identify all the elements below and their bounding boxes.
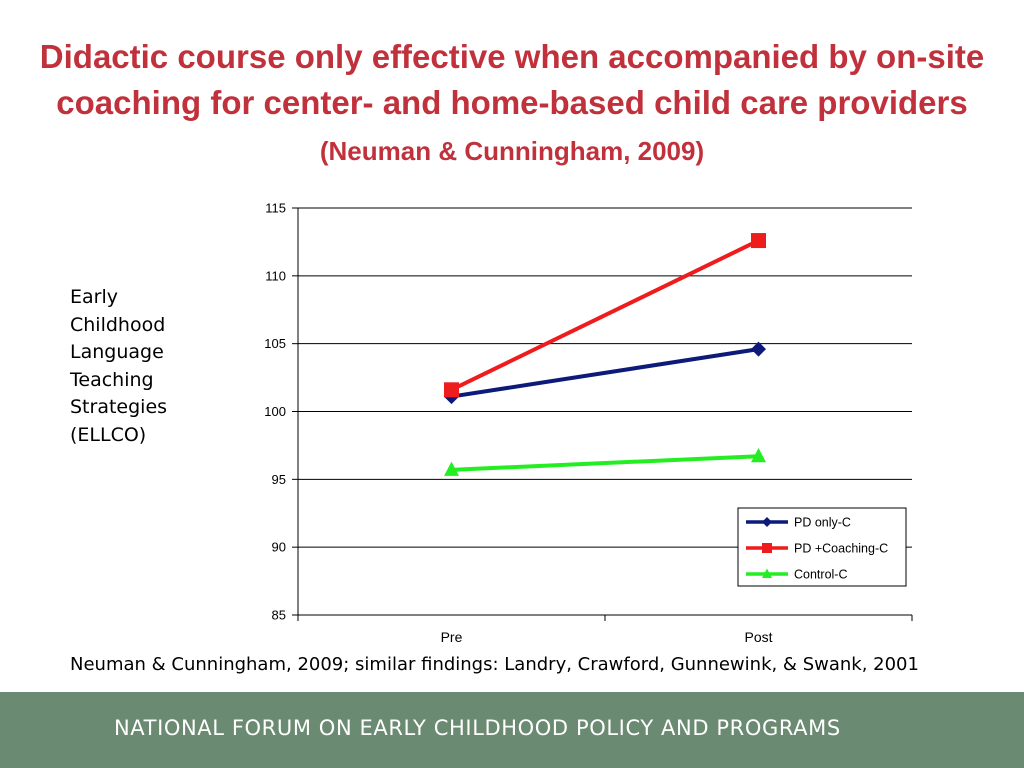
ylabel-line: Language xyxy=(70,341,164,364)
source-citation: Neuman & Cunningham, 2009; similar findi… xyxy=(70,654,919,675)
y-tick-label: 85 xyxy=(272,608,286,623)
y-tick-label: 95 xyxy=(272,472,286,487)
legend-marker xyxy=(762,543,772,553)
series-line xyxy=(451,454,759,472)
ylabel-line: Teaching xyxy=(70,368,154,391)
y-tick-label: 100 xyxy=(264,404,286,419)
data-point xyxy=(751,233,766,249)
y-tick-label: 90 xyxy=(272,540,286,555)
y-tick-label: 115 xyxy=(265,201,286,216)
data-point xyxy=(444,461,459,476)
data-point xyxy=(444,382,459,398)
legend-marker xyxy=(762,517,772,527)
data-point xyxy=(751,341,766,357)
series-line xyxy=(450,238,760,392)
footer-text: NATIONAL FORUM ON EARLY CHILDHOOD POLICY… xyxy=(114,716,841,740)
ylabel-line: Childhood xyxy=(70,313,166,336)
line-chart: 85 90 95 100 105 110 115 Pre Post PD only-C PD +Co… xyxy=(264,201,913,645)
slide-title: Didactic course only effective when acco… xyxy=(20,34,1004,174)
legend-label: PD only-C xyxy=(794,516,851,530)
y-tick-label: 110 xyxy=(265,268,286,283)
legend-label: PD +Coaching-C xyxy=(794,542,888,556)
x-tick-label: Pre xyxy=(441,629,463,645)
ylabel-line: Strategies xyxy=(70,396,168,419)
legend-marker xyxy=(762,568,772,578)
footer-bar: NATIONAL FORUM ON EARLY CHILDHOOD POLICY… xyxy=(0,692,1024,768)
title-citation: (Neuman & Cunningham, 2009) xyxy=(319,136,705,166)
title-main: Didactic course only effective when acco… xyxy=(39,38,985,121)
ylabel-line: Early xyxy=(70,286,118,308)
legend-label: Control-C xyxy=(794,568,848,582)
y-axis-description: Early Childhood Language Teaching Strate… xyxy=(70,284,220,450)
data-point xyxy=(751,448,766,463)
x-tick-label: Post xyxy=(744,629,772,645)
series-line xyxy=(451,347,759,399)
ylabel-line: (ELLCO) xyxy=(70,423,147,446)
y-tick-label: 105 xyxy=(264,336,286,351)
